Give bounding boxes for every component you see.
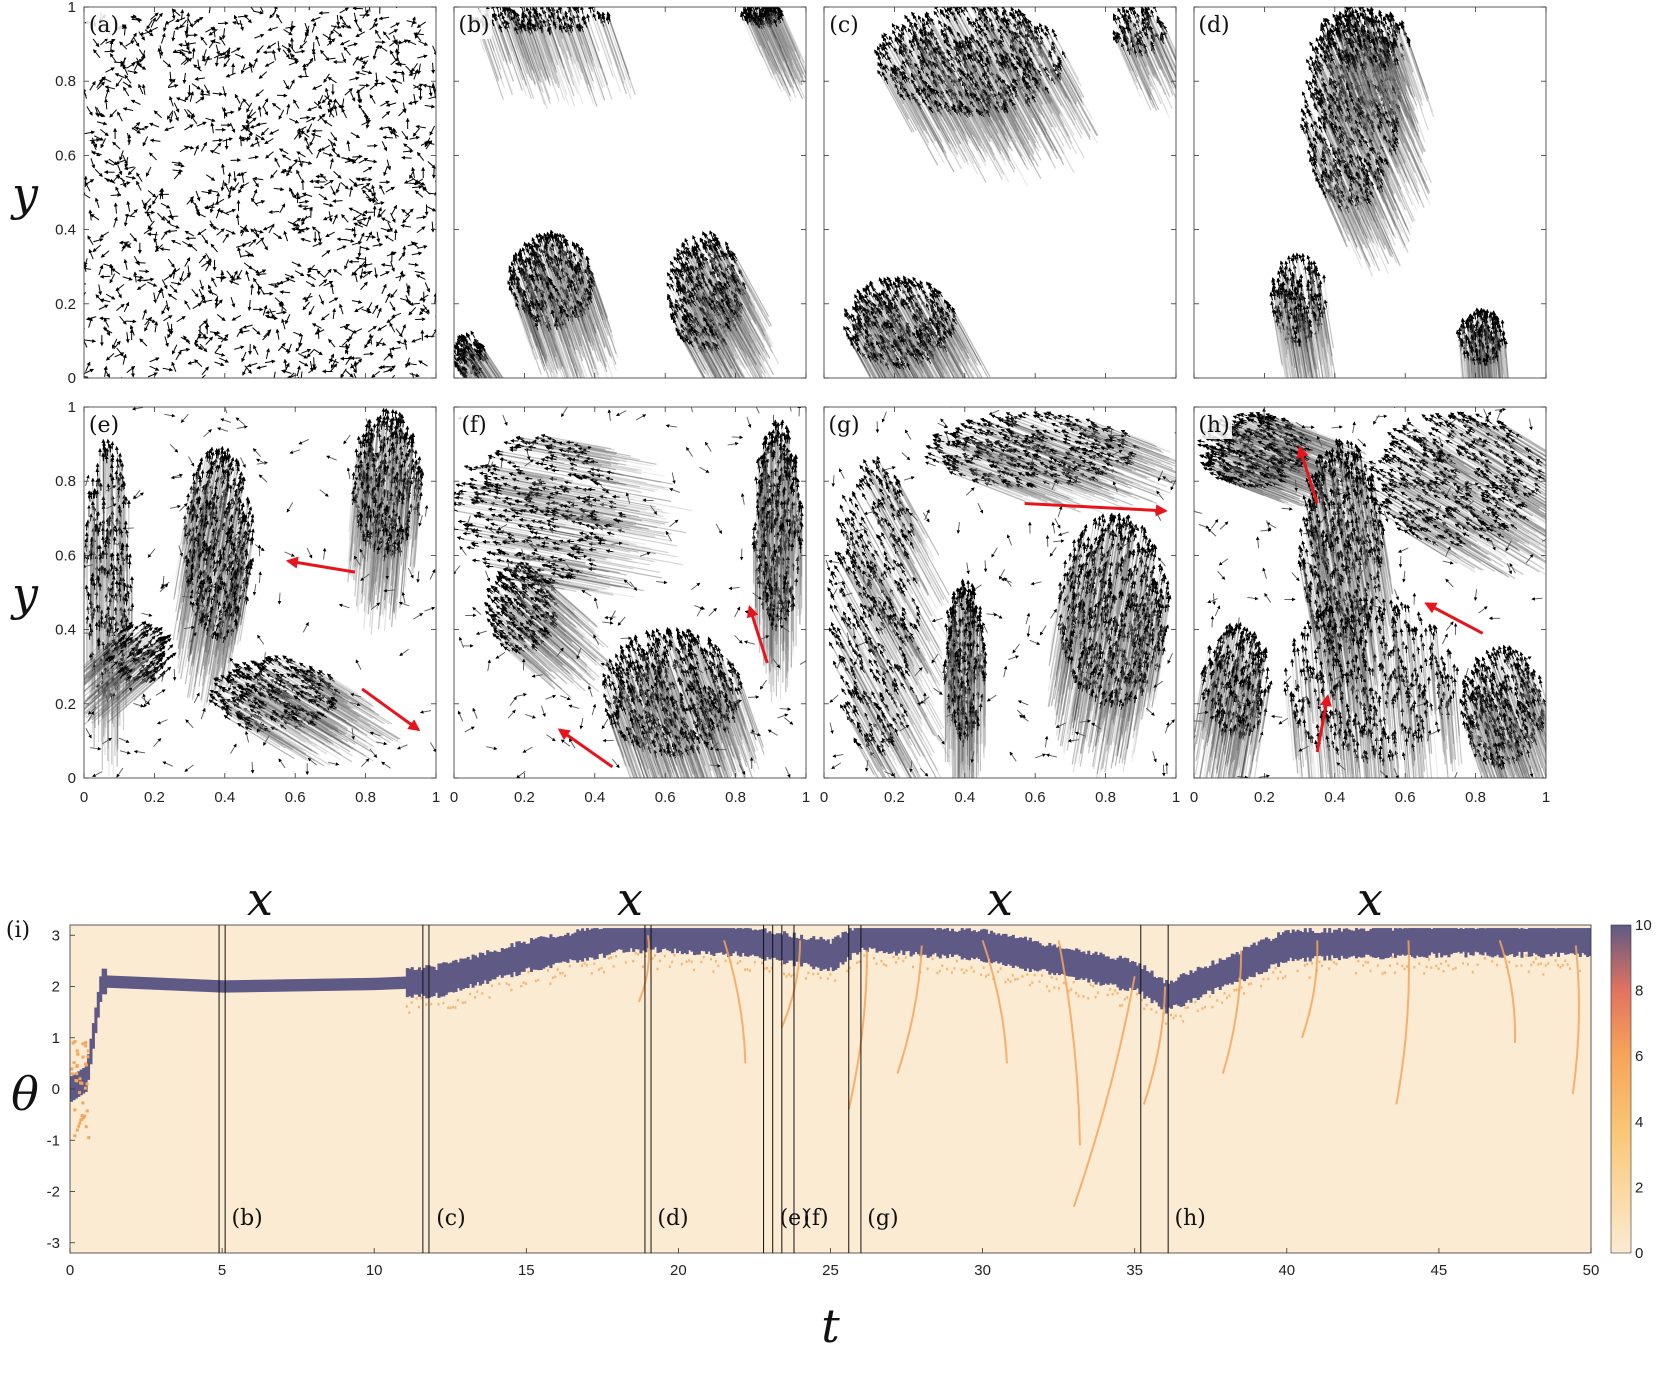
panel-label: (a) <box>89 13 119 38</box>
particle-arrow <box>204 318 209 330</box>
particle-arrow <box>393 228 398 241</box>
panel-label: (b) <box>458 13 489 38</box>
particle-trail <box>479 377 480 378</box>
particle-arrow <box>312 357 317 369</box>
panel-c: (c) <box>823 6 1177 379</box>
particle-arrow <box>300 178 305 190</box>
particle-arrow <box>318 11 330 16</box>
particle-trail <box>463 374 467 378</box>
particle-arrow <box>316 327 321 339</box>
particle-arrow <box>367 143 378 148</box>
particle-arrow <box>975 7 978 8</box>
y-tick-label: 0.6 <box>55 147 76 164</box>
particle-arrow <box>435 180 436 182</box>
particle-arrow <box>99 274 111 279</box>
y-tick-label: 0 <box>68 370 76 387</box>
particle-arrow <box>84 327 85 330</box>
particle-arrow <box>99 316 110 321</box>
particle-arrow <box>84 175 88 187</box>
particle-arrow <box>127 134 132 146</box>
particle-arrow <box>254 377 256 378</box>
particle-arrow <box>534 7 536 8</box>
particle-arrow <box>113 60 125 65</box>
particle-arrow <box>977 7 980 8</box>
particle-arrow <box>268 210 280 215</box>
y-tick-label: 0.8 <box>55 73 76 90</box>
panel-b: (b) <box>453 6 807 407</box>
particle-arrow <box>761 7 763 8</box>
y-tick-label: 0.4 <box>55 222 76 239</box>
particle-arrow <box>311 42 316 54</box>
particle-arrow <box>392 70 404 75</box>
particle-arrow <box>262 50 274 55</box>
particle-arrow <box>552 7 554 8</box>
particle-trail <box>468 381 485 407</box>
particle-arrow <box>167 214 179 219</box>
particle-trail <box>481 376 483 378</box>
y-tick-label: 0.2 <box>55 296 76 313</box>
panel-a: (a) 0 0.2 0.4 0.6 0.8 1 <box>55 0 437 387</box>
y-tick-label: 1 <box>68 0 76 16</box>
